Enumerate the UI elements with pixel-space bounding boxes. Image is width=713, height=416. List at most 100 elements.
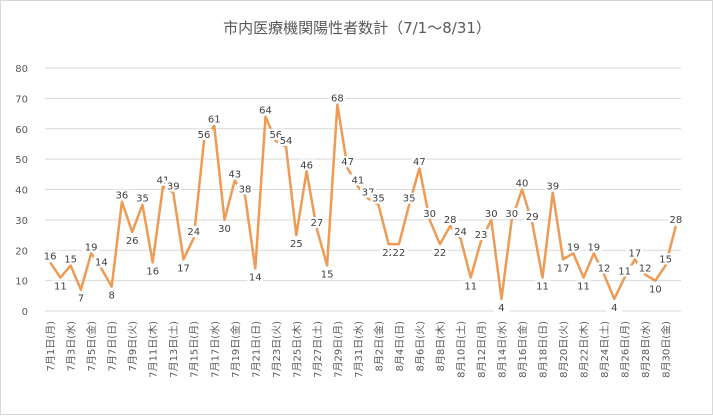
data-label: 30 bbox=[423, 209, 436, 220]
data-label-bg bbox=[360, 186, 377, 198]
data-label-bg bbox=[616, 265, 633, 277]
data-label: 56 bbox=[198, 130, 211, 141]
data-label-bg bbox=[247, 271, 264, 283]
x-tick-label: 8月22日(木) bbox=[579, 321, 591, 378]
x-tick-label: 7月25日(木) bbox=[291, 321, 303, 378]
data-label: 36 bbox=[116, 191, 129, 202]
y-tick-label: 10 bbox=[15, 277, 28, 288]
data-label: 11 bbox=[464, 282, 477, 293]
data-label-bg bbox=[411, 156, 428, 168]
x-tick-label: 8月12日(月) bbox=[476, 321, 488, 378]
data-label-bg bbox=[267, 128, 284, 140]
x-tick-label: 7月29日(月) bbox=[332, 321, 344, 378]
data-label: 22 bbox=[382, 248, 395, 259]
x-tick-label: 7月13日(土) bbox=[167, 321, 180, 378]
data-label: 47 bbox=[413, 157, 426, 168]
data-label-bg bbox=[175, 262, 192, 274]
x-tick-label: 8月18日(日) bbox=[538, 321, 550, 378]
data-label-bg bbox=[319, 268, 336, 280]
data-label: 35 bbox=[403, 194, 416, 205]
data-label-bg bbox=[72, 292, 89, 304]
x-tick-label: 7月17日(水) bbox=[209, 321, 221, 378]
data-label: 35 bbox=[136, 194, 149, 205]
data-label: 11 bbox=[618, 267, 631, 278]
data-label-bg bbox=[534, 280, 551, 292]
data-label: 14 bbox=[95, 257, 108, 268]
x-tick-label: 8月24日(土) bbox=[598, 321, 611, 378]
data-label-bg bbox=[483, 207, 500, 219]
data-label: 24 bbox=[454, 227, 467, 238]
data-label-bg bbox=[339, 156, 356, 168]
data-label-bg bbox=[308, 216, 325, 228]
data-label: 29 bbox=[526, 212, 539, 223]
x-tick-label: 7月23日(火) bbox=[271, 321, 283, 378]
data-label: 39 bbox=[167, 182, 180, 193]
chart-title: 市内医療機関陽性者数計（7/1～8/31） bbox=[223, 19, 491, 37]
data-label-bg bbox=[62, 253, 79, 265]
x-tick-label: 7月5日(金) bbox=[85, 321, 98, 372]
data-label: 30 bbox=[505, 209, 518, 220]
x-tick-label: 7月1日(月) bbox=[45, 321, 57, 372]
data-label-bg bbox=[667, 213, 684, 225]
data-label-bg bbox=[606, 301, 623, 313]
data-label: 28 bbox=[444, 215, 457, 226]
data-label-bg bbox=[514, 177, 530, 189]
data-label-bg bbox=[185, 226, 202, 238]
data-label-bg bbox=[647, 283, 664, 295]
data-label-bg bbox=[298, 159, 315, 171]
data-label: 41 bbox=[352, 175, 365, 186]
data-label-bg bbox=[401, 192, 418, 204]
data-label-bg bbox=[493, 301, 510, 313]
y-tick-label: 20 bbox=[15, 246, 28, 257]
data-label: 17 bbox=[557, 263, 570, 274]
data-label-bg bbox=[462, 280, 479, 292]
x-tick-label: 7月9日(火) bbox=[127, 321, 139, 372]
x-tick-label: 7月19日(金) bbox=[229, 321, 242, 378]
data-label: 24 bbox=[187, 227, 200, 238]
data-label: 28 bbox=[670, 215, 683, 226]
data-label: 19 bbox=[567, 242, 580, 253]
data-label: 35 bbox=[372, 194, 385, 205]
data-label-bg bbox=[637, 262, 654, 274]
data-label: 16 bbox=[146, 266, 159, 277]
data-label: 16 bbox=[44, 251, 57, 262]
x-tick-label: 7月11日(木) bbox=[148, 321, 160, 378]
data-label: 43 bbox=[228, 169, 241, 180]
data-label-bg bbox=[288, 238, 305, 250]
data-label-bg bbox=[565, 241, 582, 253]
data-label-bg bbox=[370, 192, 387, 204]
data-label-bg bbox=[472, 229, 489, 241]
data-label-bg bbox=[144, 265, 161, 277]
data-label: 22 bbox=[434, 248, 447, 259]
data-label: 11 bbox=[54, 282, 67, 293]
data-label-bg bbox=[103, 289, 120, 301]
data-label: 7 bbox=[78, 294, 84, 305]
data-label-bg bbox=[575, 280, 592, 292]
data-label-bg bbox=[431, 247, 448, 259]
data-label-bg bbox=[544, 180, 561, 192]
data-label: 19 bbox=[85, 242, 98, 253]
data-label-bg bbox=[83, 241, 100, 253]
data-label: 11 bbox=[577, 282, 590, 293]
data-label: 64 bbox=[259, 106, 272, 117]
data-label-bg bbox=[124, 235, 141, 247]
data-label-bg bbox=[524, 210, 541, 222]
data-label: 56 bbox=[269, 130, 282, 141]
data-label-bg bbox=[442, 213, 459, 225]
data-label-bg bbox=[216, 222, 233, 234]
data-label: 47 bbox=[341, 157, 354, 168]
x-tick-label: 7月15日(月) bbox=[189, 321, 201, 378]
x-tick-label: 8月16日(金) bbox=[516, 321, 529, 378]
data-label: 38 bbox=[239, 185, 252, 196]
x-tick-label: 8月20日(火) bbox=[558, 321, 570, 378]
data-label-bg bbox=[257, 104, 274, 116]
y-tick-label: 30 bbox=[15, 216, 28, 227]
x-tick-label: 8月26日(月) bbox=[620, 321, 632, 378]
data-label-bg bbox=[52, 280, 69, 292]
data-label: 54 bbox=[280, 136, 293, 147]
x-tick-label: 8月30日(金) bbox=[660, 321, 673, 378]
data-label: 39 bbox=[546, 182, 559, 193]
data-label-bg bbox=[349, 174, 366, 186]
